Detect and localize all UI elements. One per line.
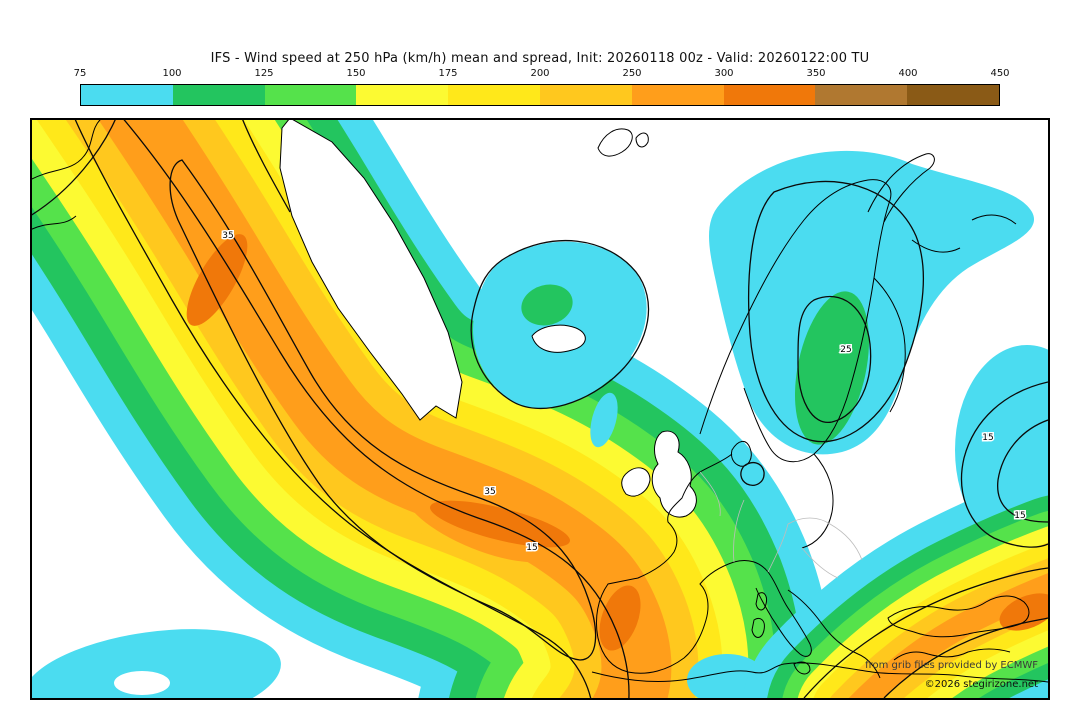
spread-contour-topleft <box>32 120 291 216</box>
colorbar-segment <box>172 85 265 105</box>
coastline-greenland <box>279 120 463 421</box>
patch-greenland-sea-core <box>521 284 573 326</box>
spread-contour-atlantic-outer <box>74 120 630 698</box>
coastline-north-africa <box>591 662 1048 683</box>
colorbar-tick-label: 150 <box>346 68 366 79</box>
colorbar-tick-label: 125 <box>254 68 274 79</box>
spread-contour-atlantic-inner <box>169 159 597 661</box>
credits: from grib files provided by ECMWF ©2026 … <box>865 656 1038 694</box>
spread-contour-scandinavia-inner <box>797 295 872 423</box>
jet-core-upper <box>186 234 248 326</box>
colorbar-tick-label: 350 <box>806 68 826 79</box>
spread-contour-southeast <box>803 567 1048 698</box>
contour-label: 35 <box>222 231 233 241</box>
patch-scandinavia-core <box>794 291 870 445</box>
coastline-canada <box>32 120 101 230</box>
colorbar-segment <box>631 85 724 105</box>
subtropical-jet-core <box>999 593 1048 631</box>
wind-map: 35 35 15 25 15 15 <box>32 120 1048 698</box>
coastlines <box>32 120 1048 683</box>
colorbar-ticks: 75 100 125 150 175 200 250 300 350 400 450 <box>74 68 1010 81</box>
colorbar-segment <box>356 85 449 105</box>
colorbar <box>80 84 1000 106</box>
credits-copyright: ©2026 stegirizone.net <box>924 679 1038 690</box>
subtropical-jet-fill <box>852 580 1048 698</box>
spread-contour-small-europe <box>740 461 765 486</box>
contour-label: 25 <box>840 345 851 355</box>
colorbar-tick-label: 175 <box>438 68 458 79</box>
contour-label: 35 <box>484 487 495 497</box>
coastline-svalbard <box>597 128 649 157</box>
credits-source: from grib files provided by ECMWF <box>865 660 1038 671</box>
colorbar-segment <box>448 85 540 105</box>
coastline-balkans-greece <box>787 589 1011 679</box>
colorbar-segment <box>539 85 632 105</box>
spread-contour-greenland-sea <box>470 240 650 409</box>
spread-contours: 35 35 15 25 15 15 <box>32 120 1048 698</box>
colorbar-tick-label: 400 <box>898 68 918 79</box>
coastline-baltic <box>801 277 906 549</box>
colorbar-tick-label: 75 <box>73 68 87 79</box>
page-title: IFS - Wind speed at 250 hPa (km/h) mean … <box>210 51 870 66</box>
contour-label: 15 <box>1014 511 1025 521</box>
colorbar-tick-label: 300 <box>714 68 734 79</box>
colorbar-segment <box>815 85 908 105</box>
coastline-west-europe-iberia <box>595 453 769 674</box>
coastline-black-sea <box>887 595 1030 638</box>
coastline-white-sea <box>911 214 1017 253</box>
contour-label: 15 <box>982 433 993 443</box>
coastline-denmark <box>731 441 752 467</box>
colorbar-segment <box>723 85 816 105</box>
colorbar-tick-label: 250 <box>622 68 642 79</box>
coastline-italy <box>755 571 812 657</box>
colorbar-segment <box>264 85 357 105</box>
spread-contour-east-edge <box>960 381 1048 548</box>
colorbar-tick-label: 450 <box>990 68 1010 79</box>
jet-core-mid <box>430 500 570 548</box>
country-borders <box>699 471 863 579</box>
map-frame: 35 35 15 25 15 15 from grib files provid… <box>30 118 1050 700</box>
coastline-iceland <box>531 324 586 353</box>
patch-scandinavia <box>709 150 1035 455</box>
coastline-ireland <box>621 467 651 497</box>
colorbar-segment <box>81 85 173 105</box>
coastline-britain <box>651 430 697 518</box>
coastline-islands-med <box>751 592 811 675</box>
spread-contour-scandinavia-outer <box>748 180 924 443</box>
coastline-novaya-zemlya <box>867 153 935 223</box>
colorbar-tick-label: 200 <box>530 68 550 79</box>
jet-core-lower <box>599 585 641 651</box>
colorbar-segment <box>907 85 999 105</box>
colorbar-tick-label: 100 <box>162 68 182 79</box>
coastline-scandinavia <box>699 179 892 463</box>
jet-stream-band-fill <box>100 120 789 698</box>
contour-label: 15 <box>526 543 537 553</box>
colorbar-wrap: 75 100 125 150 175 200 250 300 350 400 450 <box>74 68 1010 110</box>
